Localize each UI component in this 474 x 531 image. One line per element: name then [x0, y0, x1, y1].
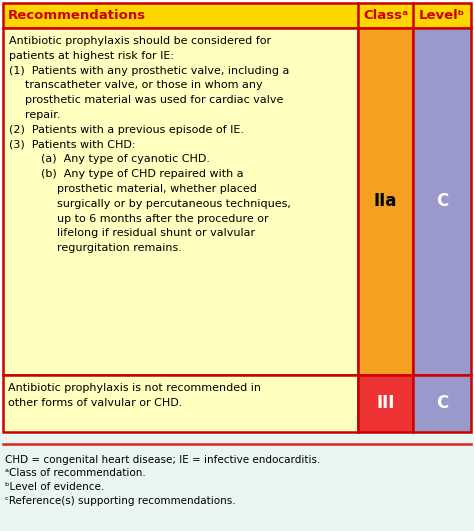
- Bar: [358, 375, 413, 432]
- Text: ᵇLevel of evidence.: ᵇLevel of evidence.: [5, 482, 104, 492]
- Text: ᶜReference(s) supporting recommendations.: ᶜReference(s) supporting recommendations…: [5, 495, 236, 506]
- Text: Antibiotic prophylaxis is not recommended in: Antibiotic prophylaxis is not recommende…: [8, 383, 261, 393]
- Bar: [358, 28, 413, 375]
- Text: C: C: [436, 193, 448, 210]
- Text: (2)  Patients with a previous episode of IE.: (2) Patients with a previous episode of …: [9, 125, 244, 135]
- Text: ᵃClass of recommendation.: ᵃClass of recommendation.: [5, 468, 146, 478]
- Text: patients at highest risk for IE:: patients at highest risk for IE:: [9, 51, 174, 61]
- Text: Levelᵇ: Levelᵇ: [419, 9, 465, 22]
- Bar: [3, 28, 358, 375]
- Text: (1)  Patients with any prosthetic valve, including a: (1) Patients with any prosthetic valve, …: [9, 66, 289, 75]
- Text: up to 6 months after the procedure or: up to 6 months after the procedure or: [57, 213, 269, 224]
- Text: (a)  Any type of cyanotic CHD.: (a) Any type of cyanotic CHD.: [41, 155, 210, 165]
- Text: repair.: repair.: [25, 110, 61, 120]
- Text: Classᵃ: Classᵃ: [363, 9, 408, 22]
- Bar: [3, 3, 471, 28]
- Text: surgically or by percutaneous techniques,: surgically or by percutaneous techniques…: [57, 199, 291, 209]
- Text: prosthetic material was used for cardiac valve: prosthetic material was used for cardiac…: [25, 95, 283, 105]
- Text: lifelong if residual shunt or valvular: lifelong if residual shunt or valvular: [57, 228, 255, 238]
- Bar: [413, 28, 471, 375]
- Text: other forms of valvular or CHD.: other forms of valvular or CHD.: [8, 398, 182, 408]
- Text: C: C: [436, 395, 448, 413]
- Bar: [3, 375, 358, 432]
- Text: Recommendations: Recommendations: [8, 9, 146, 22]
- Text: prosthetic material, whether placed: prosthetic material, whether placed: [57, 184, 257, 194]
- Text: (b)  Any type of CHD repaired with a: (b) Any type of CHD repaired with a: [41, 169, 244, 179]
- Text: CHD = congenital heart disease; IE = infective endocarditis.: CHD = congenital heart disease; IE = inf…: [5, 455, 320, 465]
- Text: transcatheter valve, or those in whom any: transcatheter valve, or those in whom an…: [25, 80, 263, 90]
- Text: IIa: IIa: [374, 193, 397, 210]
- Text: (3)  Patients with CHD:: (3) Patients with CHD:: [9, 140, 136, 150]
- Text: Antibiotic prophylaxis should be considered for: Antibiotic prophylaxis should be conside…: [9, 36, 271, 46]
- Bar: [0, 434, 474, 531]
- Text: regurgitation remains.: regurgitation remains.: [57, 243, 182, 253]
- Bar: [413, 375, 471, 432]
- Text: III: III: [376, 395, 395, 413]
